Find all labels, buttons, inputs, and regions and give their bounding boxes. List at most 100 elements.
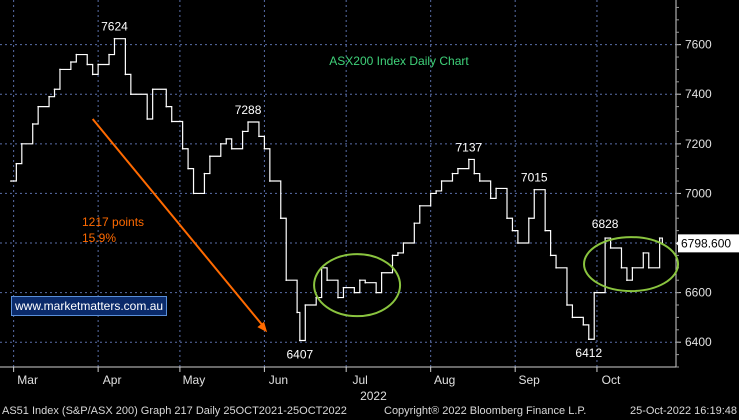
data-point <box>10 180 12 182</box>
y-axis: 6400660068007000720074007600 <box>675 0 712 368</box>
y-tick-label: 7200 <box>685 137 712 151</box>
x-tick-label: May <box>183 373 206 387</box>
consolidation-ellipse-2 <box>583 236 680 293</box>
data-point <box>48 95 50 98</box>
data-point <box>555 267 557 269</box>
data-point <box>326 279 328 282</box>
footer-timestamp: 25-Oct-2022 16:19:48 <box>629 405 737 417</box>
data-point <box>528 217 530 220</box>
data-point <box>285 279 288 282</box>
data-point <box>511 229 514 232</box>
data-point <box>544 229 546 232</box>
data-point <box>91 73 94 76</box>
data-point <box>402 242 405 244</box>
data-point <box>397 252 399 254</box>
data-point <box>70 61 72 63</box>
data-point <box>170 120 173 123</box>
x-tick-label: Sep <box>518 373 540 387</box>
data-point <box>75 53 78 56</box>
data-point <box>187 167 189 170</box>
data-point <box>279 217 282 220</box>
data-point <box>473 172 476 175</box>
data-point <box>151 88 154 91</box>
data-point <box>609 247 612 249</box>
chart-canvas: 6400660068007000720074007600 MarAprMayJu… <box>0 0 739 402</box>
data-point <box>587 338 590 341</box>
consolidation-ellipse-1 <box>313 253 402 318</box>
y-tick-label: 6600 <box>685 286 712 300</box>
last-value-box <box>678 234 739 253</box>
data-point <box>391 254 394 257</box>
data-point <box>219 143 222 145</box>
overlays: 1217 points 15.9% <box>82 118 680 333</box>
data-point <box>37 105 39 108</box>
x-axis: Mar Apr May Jun Jul Aug Sep Oct 2022 <box>0 366 676 402</box>
watermark: www.marketmatters.com.au <box>11 296 168 316</box>
x-tick-label: Aug <box>434 373 455 387</box>
data-point <box>192 192 195 195</box>
data-point <box>495 187 497 190</box>
data-point <box>457 167 459 170</box>
x-tick-label: Mar <box>17 373 38 387</box>
data-point <box>647 267 650 269</box>
data-point <box>380 271 383 274</box>
data-point <box>435 190 437 192</box>
data-point <box>658 237 661 239</box>
data-point <box>247 121 249 123</box>
data-point <box>604 237 606 239</box>
series-line <box>10 38 663 342</box>
y-tick-label: 6400 <box>685 335 712 349</box>
data-point <box>375 291 377 294</box>
data-point <box>549 254 552 257</box>
data-point <box>258 135 260 138</box>
price-annotation: 7137 <box>455 140 482 154</box>
data-point <box>299 339 301 342</box>
last-value-text: 6798.600 <box>681 236 731 250</box>
move-percent-label: 15.9% <box>82 231 116 245</box>
data-point <box>165 105 168 108</box>
chart-title: ASX200 Index Daily Chart <box>329 54 469 68</box>
arrow-head <box>257 321 268 333</box>
x-tick-label: Jul <box>353 373 368 387</box>
data-point <box>642 252 645 254</box>
data-point <box>626 279 628 282</box>
data-point <box>478 180 481 182</box>
data-point <box>269 180 271 182</box>
x-tick-label: Jun <box>269 373 288 387</box>
footer-bar: AS51 Index (S&P/ASX 200) Graph 217 Daily… <box>0 402 739 420</box>
data-point <box>15 162 18 165</box>
data-point <box>413 222 416 224</box>
data-point <box>225 138 228 140</box>
data-point <box>59 68 61 71</box>
y-tick-label: 7000 <box>685 186 712 200</box>
data-point <box>203 172 206 175</box>
data-point <box>429 192 432 195</box>
data-point <box>146 118 148 120</box>
last-value-pointer <box>676 239 680 248</box>
price-annotation: 6412 <box>575 346 602 360</box>
move-points-label: 1217 points <box>82 215 144 229</box>
footer-copyright: Copyright® 2022 Bloomberg Finance L.P. <box>384 405 587 417</box>
data-point <box>620 267 623 269</box>
data-point <box>130 93 132 96</box>
price-annotation: 7288 <box>235 103 262 117</box>
data-point <box>440 180 443 182</box>
price-annotation: 6407 <box>286 347 313 361</box>
x-tick-label: Apr <box>103 373 122 387</box>
y-tick-label: 7400 <box>685 87 712 101</box>
data-point <box>108 53 110 56</box>
data-point <box>489 197 492 200</box>
last-value-label: 6798.600 <box>676 234 739 253</box>
x-year-label: 2022 <box>360 389 387 402</box>
data-point <box>113 37 116 40</box>
x-tick-label: Oct <box>602 373 621 387</box>
data-point <box>241 130 244 133</box>
data-point <box>571 316 574 319</box>
price-annotation: 7015 <box>521 171 548 185</box>
data-point <box>342 286 345 289</box>
data-point <box>337 296 339 299</box>
data-point <box>631 267 634 269</box>
data-point <box>593 291 596 294</box>
data-point <box>53 88 56 91</box>
data-point <box>263 147 266 150</box>
